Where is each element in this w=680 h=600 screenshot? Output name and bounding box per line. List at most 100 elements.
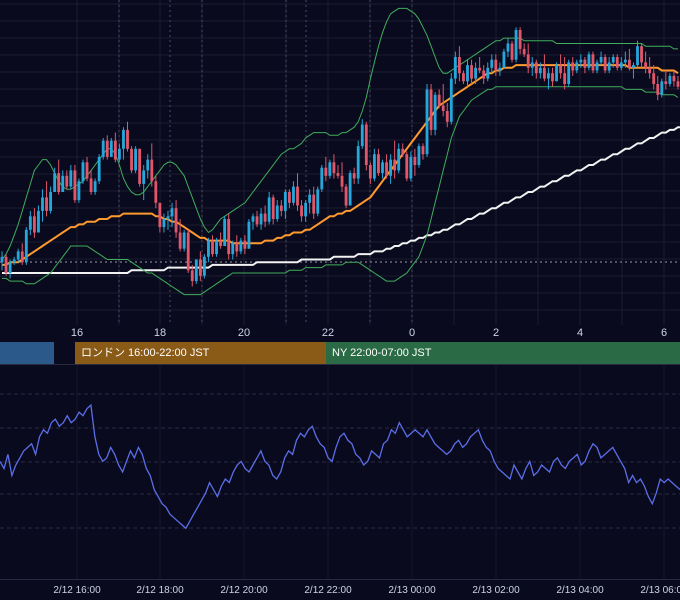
candle-body bbox=[526, 54, 530, 68]
candle-body bbox=[559, 65, 563, 74]
candle-body bbox=[413, 156, 417, 165]
time-axis-bottom: 2/12 16:00 2/12 18:00 2/12 20:00 2/12 22… bbox=[0, 580, 680, 600]
candle-body bbox=[534, 62, 538, 74]
candle-body bbox=[37, 210, 40, 233]
x-tick-label: 6 bbox=[660, 327, 668, 339]
candle-body bbox=[292, 186, 295, 203]
candle-body bbox=[555, 65, 558, 82]
candle-body bbox=[150, 159, 154, 182]
candle-body bbox=[255, 216, 259, 225]
candle-body bbox=[575, 62, 579, 71]
candle-body bbox=[328, 162, 332, 176]
candle-body bbox=[166, 216, 170, 219]
candle-body bbox=[486, 67, 490, 79]
candle-body bbox=[146, 159, 150, 171]
x-tick-label: 2/12 16:00 bbox=[53, 585, 101, 596]
indicator-line bbox=[2, 126, 680, 274]
candle-body bbox=[130, 148, 133, 171]
candle-body bbox=[194, 259, 198, 282]
candle-body bbox=[587, 54, 591, 68]
x-tick-label: 0 bbox=[408, 327, 416, 339]
x-tick-label: 2/12 18:00 bbox=[136, 585, 184, 596]
price-candlestick-chart[interactable] bbox=[0, 0, 680, 325]
oscillator-line bbox=[0, 403, 680, 530]
candle-body bbox=[142, 170, 146, 184]
candle-body bbox=[190, 270, 194, 282]
candle-body bbox=[316, 189, 320, 214]
candle-body bbox=[607, 62, 611, 71]
candle-body bbox=[170, 208, 174, 217]
x-tick-label: 2/13 06:00 bbox=[640, 585, 680, 596]
candle-body bbox=[611, 57, 615, 63]
candle-body bbox=[445, 111, 449, 122]
candle-body bbox=[640, 46, 643, 63]
candle-body bbox=[385, 162, 388, 176]
candle-body bbox=[433, 94, 437, 130]
session-london: ロンドン 16:00-22:00 JST bbox=[75, 342, 326, 364]
candle-body bbox=[20, 251, 24, 263]
candle-body bbox=[231, 243, 235, 255]
candle-body bbox=[498, 67, 502, 71]
candle-body bbox=[271, 197, 275, 219]
candle-body bbox=[672, 75, 676, 82]
candle-body bbox=[117, 148, 121, 160]
candle-body bbox=[178, 232, 182, 249]
candle-body bbox=[381, 162, 384, 174]
candle-body bbox=[275, 205, 279, 219]
candle-body bbox=[429, 89, 433, 130]
candle-body bbox=[502, 51, 506, 68]
candle-body bbox=[603, 57, 607, 71]
candle-body bbox=[81, 162, 85, 182]
candle-body bbox=[551, 73, 554, 82]
candle-body bbox=[490, 59, 494, 68]
candle-body bbox=[65, 175, 69, 187]
candle-body bbox=[126, 129, 129, 149]
candle-body bbox=[162, 219, 166, 228]
candle-body bbox=[101, 140, 105, 157]
candle-body bbox=[53, 173, 57, 192]
session-tokyo bbox=[0, 342, 54, 364]
candle-body bbox=[215, 240, 218, 255]
candle-body bbox=[364, 124, 368, 165]
candle-body bbox=[45, 197, 48, 211]
candle-body bbox=[16, 251, 20, 260]
candle-body bbox=[154, 181, 158, 203]
candle-body bbox=[279, 205, 283, 211]
candle-body bbox=[211, 240, 214, 255]
indicator-line bbox=[1, 7, 678, 260]
indicator-line bbox=[2, 86, 679, 296]
candle-body bbox=[530, 62, 534, 68]
candle-body bbox=[332, 162, 336, 174]
x-tick-label: 2/13 02:00 bbox=[472, 585, 520, 596]
x-tick-label: 2/13 04:00 bbox=[556, 585, 604, 596]
candle-body bbox=[239, 240, 243, 252]
time-axis-top: 16 18 20 22 0 2 4 6 bbox=[0, 325, 680, 342]
candle-body bbox=[360, 124, 364, 147]
candle-body bbox=[514, 30, 518, 60]
candle-body bbox=[24, 229, 28, 263]
candle-body bbox=[474, 67, 478, 79]
candle-body bbox=[372, 154, 376, 179]
candle-body bbox=[547, 73, 550, 79]
candle-body bbox=[425, 89, 429, 155]
candle-body bbox=[470, 65, 473, 79]
candle-body bbox=[89, 178, 93, 192]
candle-body bbox=[243, 240, 247, 249]
candle-body bbox=[105, 140, 109, 157]
candle-body bbox=[219, 240, 223, 246]
x-tick-label: 16 bbox=[70, 327, 84, 339]
candle-body bbox=[207, 240, 210, 257]
x-tick-label: 20 bbox=[237, 327, 251, 339]
candle-body bbox=[449, 78, 453, 122]
candle-body bbox=[324, 167, 328, 176]
candle-body bbox=[296, 186, 299, 206]
candle-body bbox=[109, 140, 113, 157]
candle-body bbox=[352, 173, 356, 179]
oscillator-line-chart[interactable] bbox=[0, 364, 680, 580]
candle-body bbox=[397, 148, 401, 171]
candle-body bbox=[340, 175, 344, 187]
candle-body bbox=[223, 219, 227, 246]
candle-body bbox=[393, 159, 397, 171]
candle-body bbox=[138, 148, 142, 184]
candle-body bbox=[660, 81, 664, 95]
